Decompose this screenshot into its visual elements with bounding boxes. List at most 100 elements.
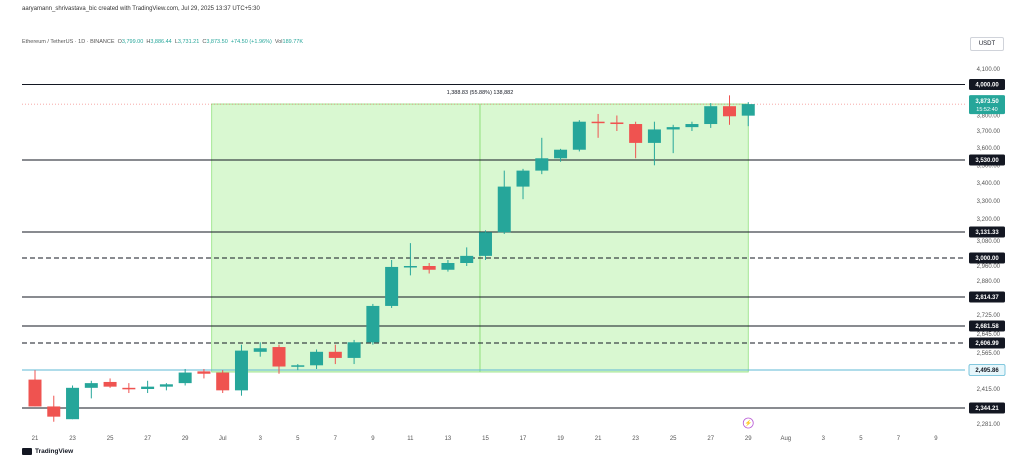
x-tick-label: 23 [632,436,639,442]
x-tick-label: 25 [107,436,114,442]
level-price-tag: 2,814.37 [975,295,999,301]
open-label: O [117,39,122,45]
level-price-tag: 2,495.86 [975,368,999,374]
close-value: 3,873.50 [206,39,228,45]
level-price-tag-bg [969,291,1005,303]
candle-body [47,406,61,417]
candle-body [366,305,380,343]
candle-body [441,263,455,270]
candle-body [103,381,117,387]
candle-body [741,104,755,116]
x-tick-label: 3 [822,436,826,442]
candle-body [460,255,474,263]
candle-body [216,372,230,391]
tradingview-logo: TradingView [22,448,73,455]
y-tick-label: 3,080.00 [977,239,1001,245]
level-price-tag: 3,131.33 [975,230,999,236]
level-price-tag-bg [969,320,1005,332]
current-price-tag-bg [969,95,1005,115]
level-price-tag-bg [969,154,1005,166]
symbol-name[interactable]: Ethereum / TetherUS · 1D · BINANCE [22,39,115,45]
candle-body [666,127,680,130]
level-price-tag-bg [969,226,1005,238]
candle-body [197,371,211,374]
candle-body [610,122,624,125]
event-marker-icon [742,417,754,429]
candle-body [84,383,98,388]
candle-body [178,372,192,384]
candle-body [422,266,436,270]
low-label: L [174,39,178,45]
change-value: +74.50 (+1.96%) [230,39,272,45]
x-tick-label: Aug [780,436,791,442]
candle-body [159,384,173,387]
x-tick-label: 3 [259,436,263,442]
x-tick-label: 21 [32,436,39,442]
candle-body [66,387,80,420]
candle-body [647,129,661,143]
candle-countdown: 15:52:40 [976,107,997,113]
candle-body [516,170,530,187]
y-tick-label: 3,300.00 [977,199,1001,205]
candle-body [572,121,586,150]
volume-value: 189.77K [282,39,304,45]
candle-body [122,387,136,390]
candle-body [141,386,155,389]
candle-body [704,106,718,125]
y-tick-label: 2,960.00 [977,264,1001,270]
candle-body [234,350,248,391]
y-tick-label: 3,700.00 [977,129,1001,135]
x-tick-label: 29 [182,436,189,442]
y-tick-label: 2,281.00 [977,422,1001,428]
low-value: 3,731.21 [177,39,200,45]
candle-body [497,186,511,233]
close-label: C [202,39,207,45]
currency-button[interactable]: USDT [970,37,1004,51]
candle-body [28,379,42,407]
y-tick-label: 3,600.00 [977,146,1001,152]
level-price-tag-bg [969,79,1005,90]
x-tick-label: 13 [445,436,452,442]
candle-body [629,124,643,143]
candle-body [554,149,568,159]
level-price-tag: 2,344.21 [975,406,999,412]
x-tick-label: 5 [859,436,863,442]
level-price-tag: 3,000.00 [975,256,999,262]
y-tick-label: 3,200.00 [977,217,1001,223]
candle-body [478,232,492,256]
level-price-tag-bg [968,364,1006,376]
candle-body [328,351,342,358]
level-price-tag-bg [969,402,1005,414]
y-tick-label: 2,725.00 [977,313,1001,319]
volume-label: Vol [274,39,283,45]
x-tick-label: 29 [745,436,752,442]
x-tick-label: 25 [670,436,677,442]
y-tick-label: 4,100.00 [977,67,1001,73]
x-tick-label: 11 [407,436,414,442]
x-tick-label: 27 [144,436,151,442]
candle-body [291,365,305,367]
candle-body [535,158,549,171]
candle-body [310,351,324,366]
x-tick-label: 7 [334,436,338,442]
level-price-tag: 2,681.58 [975,324,999,330]
x-tick-label: 23 [69,436,76,442]
y-tick-label: 2,645.00 [977,332,1001,338]
high-value: 3,886.44 [150,39,172,45]
y-tick-label: 2,565.00 [977,351,1001,357]
open-value: 3,799.00 [121,39,144,45]
x-tick-label: 17 [520,436,527,442]
x-tick-label: 21 [595,436,602,442]
y-tick-label: 3,400.00 [977,181,1001,187]
x-tick-label: 7 [897,436,901,442]
brand-label: TradingView [35,448,74,455]
high-label: H [146,39,151,45]
candle-body [685,124,699,128]
y-tick-label: 2,880.00 [977,279,1001,285]
x-tick-label: 15 [482,436,489,442]
x-tick-label: 9 [371,436,375,442]
x-tick-label: 19 [557,436,564,442]
candle-body [591,121,605,124]
candle-body [253,348,267,352]
